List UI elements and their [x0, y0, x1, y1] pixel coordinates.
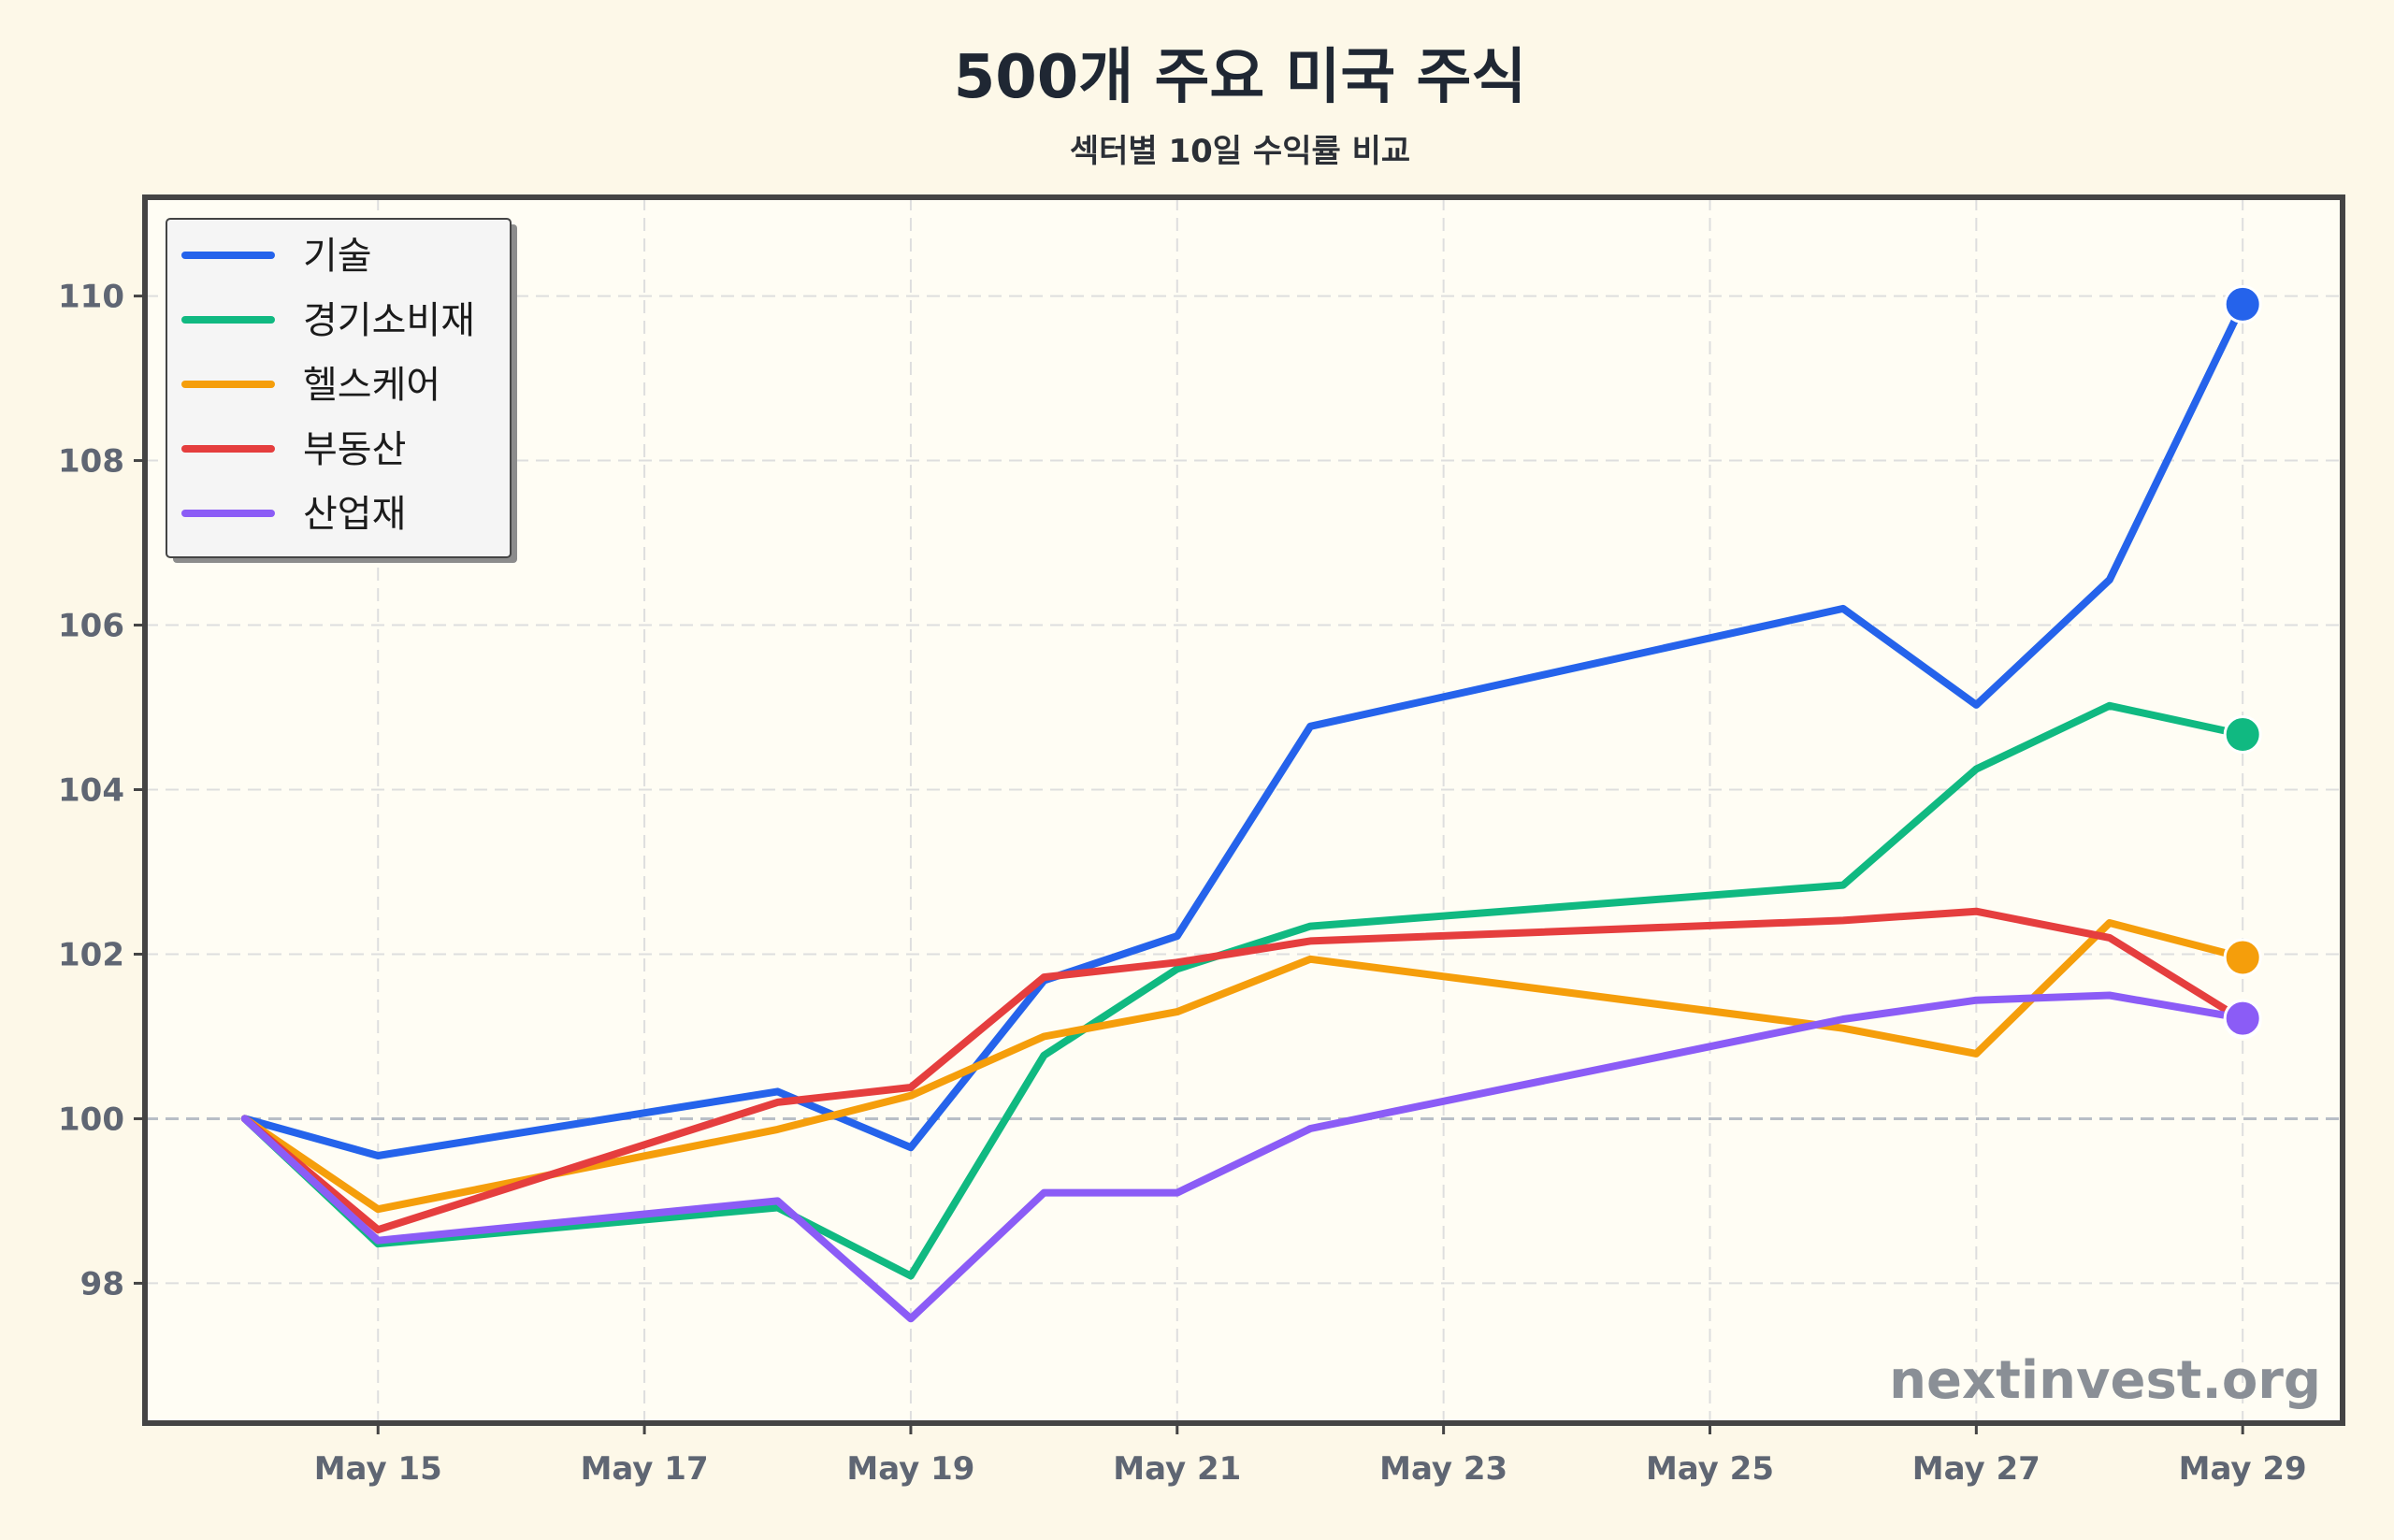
x-tick-label: May 25 — [1646, 1450, 1774, 1488]
x-tick-label: May 23 — [1379, 1450, 1507, 1488]
legend-label: 기술 — [303, 235, 372, 278]
legend-label: 산업재 — [303, 493, 406, 536]
x-tick-label: May 21 — [1113, 1450, 1241, 1488]
end-marker-1 — [2223, 715, 2262, 755]
legend-label: 부동산 — [303, 428, 406, 471]
y-tick-label: 104 — [58, 772, 124, 810]
series-lines — [240, 300, 2247, 1323]
x-tick-label: May 29 — [2179, 1450, 2307, 1488]
end-marker-4 — [2223, 999, 2262, 1038]
series-line-2 — [240, 919, 2247, 1214]
y-tick-label: 110 — [58, 279, 124, 316]
y-tick-label: 102 — [58, 936, 124, 973]
plot-frame — [142, 194, 2345, 1426]
x-tick-label: May 27 — [1912, 1450, 2041, 1488]
chart-subtitle: 섹터별 10일 수익률 비교 — [1070, 133, 1410, 170]
series-line-4 — [240, 991, 2247, 1323]
watermark: nextinvest.org — [1889, 1350, 2321, 1411]
x-tick-label: May 15 — [314, 1450, 442, 1488]
legend-label: 경기소비재 — [303, 299, 475, 342]
series-line-3 — [240, 907, 2247, 1234]
legend-label: 헬스케어 — [303, 364, 440, 407]
y-tick-label: 108 — [58, 443, 124, 481]
y-tick-label: 98 — [80, 1265, 124, 1303]
y-tick-label: 100 — [58, 1101, 124, 1138]
x-axis-ticks: May 15 May 17 May 19 May 21 May 23 May 25 May … — [314, 1423, 2307, 1488]
end-marker-2 — [2223, 938, 2262, 977]
series-line-0 — [240, 300, 2247, 1159]
series-line-1 — [240, 701, 2247, 1280]
end-marker-0 — [2223, 284, 2262, 324]
grid-lines — [145, 197, 2343, 1423]
end-markers — [2223, 284, 2262, 1040]
chart-title: 500개 주요 미국 주식 — [954, 43, 1527, 112]
x-tick-label: May 19 — [846, 1450, 974, 1488]
x-tick-label: May 17 — [581, 1450, 709, 1488]
legend-box — [166, 218, 512, 558]
y-tick-label: 106 — [58, 608, 124, 645]
y-axis-ticks: 98 100 102 104 106 108 110 — [58, 279, 145, 1303]
